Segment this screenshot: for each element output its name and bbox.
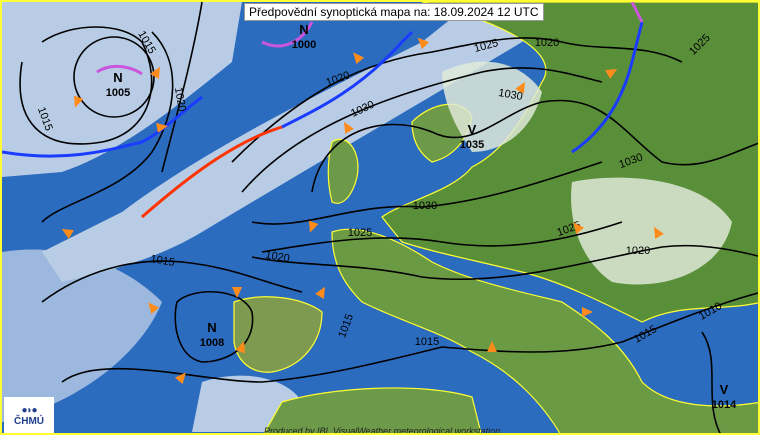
wind-arrow-icon (174, 372, 186, 385)
wind-arrow-icon (150, 66, 160, 79)
logo-icon: ●◗● (21, 405, 37, 416)
wind-arrow-icon (344, 121, 354, 134)
wind-arrow-icon (235, 341, 245, 354)
occlusion-front (96, 64, 143, 76)
pressure-center-value: 1035 (460, 139, 484, 151)
pressure-center-value: 1000 (292, 39, 316, 51)
isobar-label: 1025 (348, 227, 372, 239)
wind-arrow-icon (487, 341, 497, 352)
isobar-label: 1020 (172, 86, 188, 112)
logo-text: ČHMÚ (14, 416, 44, 427)
weather-fronts (2, 2, 644, 219)
pressure-center-type: N (207, 320, 216, 335)
cold-front (571, 21, 644, 154)
isobar-label: 1015 (149, 253, 175, 269)
wind-arrow-icon (74, 95, 84, 108)
pressure-center-type: V (468, 122, 477, 137)
wind-arrow-icon (61, 229, 74, 239)
pressure-center-type: V (720, 382, 729, 397)
wind-arrows (61, 37, 664, 385)
isobar-label: 1020 (626, 245, 650, 257)
isobar-label: 1015 (336, 312, 356, 339)
isobar-label: 1015 (415, 336, 439, 348)
pressure-center-type: N (113, 70, 122, 85)
isobar-label: 1015 (632, 323, 659, 346)
occlusion-front (261, 21, 314, 48)
credit-text: Produced by IBL VisualWeather meteorolog… (264, 426, 501, 435)
isobar-label: 1020 (535, 37, 559, 49)
cold-front (2, 95, 203, 158)
isobar-label: 1030 (413, 200, 437, 212)
wind-arrow-icon (315, 286, 325, 299)
wind-arrow-icon (309, 220, 319, 233)
warm-front (141, 125, 283, 219)
pressure-center-type: N (299, 22, 308, 37)
wind-arrow-icon (573, 222, 585, 235)
occlusion-front (630, 2, 644, 23)
map-title: Předpovědní synoptická mapa na: 18.09.20… (244, 3, 544, 21)
wind-arrow-icon (232, 287, 242, 298)
pressure-center-value: 1008 (200, 337, 224, 349)
wind-arrow-icon (156, 122, 168, 133)
pressure-center-value: 1014 (712, 399, 737, 411)
wind-arrow-icon (353, 52, 365, 65)
isobar-label: 1020 (264, 249, 290, 265)
isobars (19, 2, 758, 433)
wind-arrow-icon (148, 302, 160, 315)
wind-arrow-icon (417, 37, 430, 50)
wind-arrow-icon (605, 69, 618, 79)
wind-arrow-icon (582, 307, 593, 317)
isobar-label: 1030 (497, 87, 523, 103)
wind-arrow-icon (515, 81, 525, 94)
pressure-center-value: 1005 (106, 87, 130, 99)
wind-arrow-icon (654, 226, 664, 239)
chmu-logo: ●◗● ČHMÚ (4, 397, 54, 433)
cold-front (281, 30, 414, 129)
